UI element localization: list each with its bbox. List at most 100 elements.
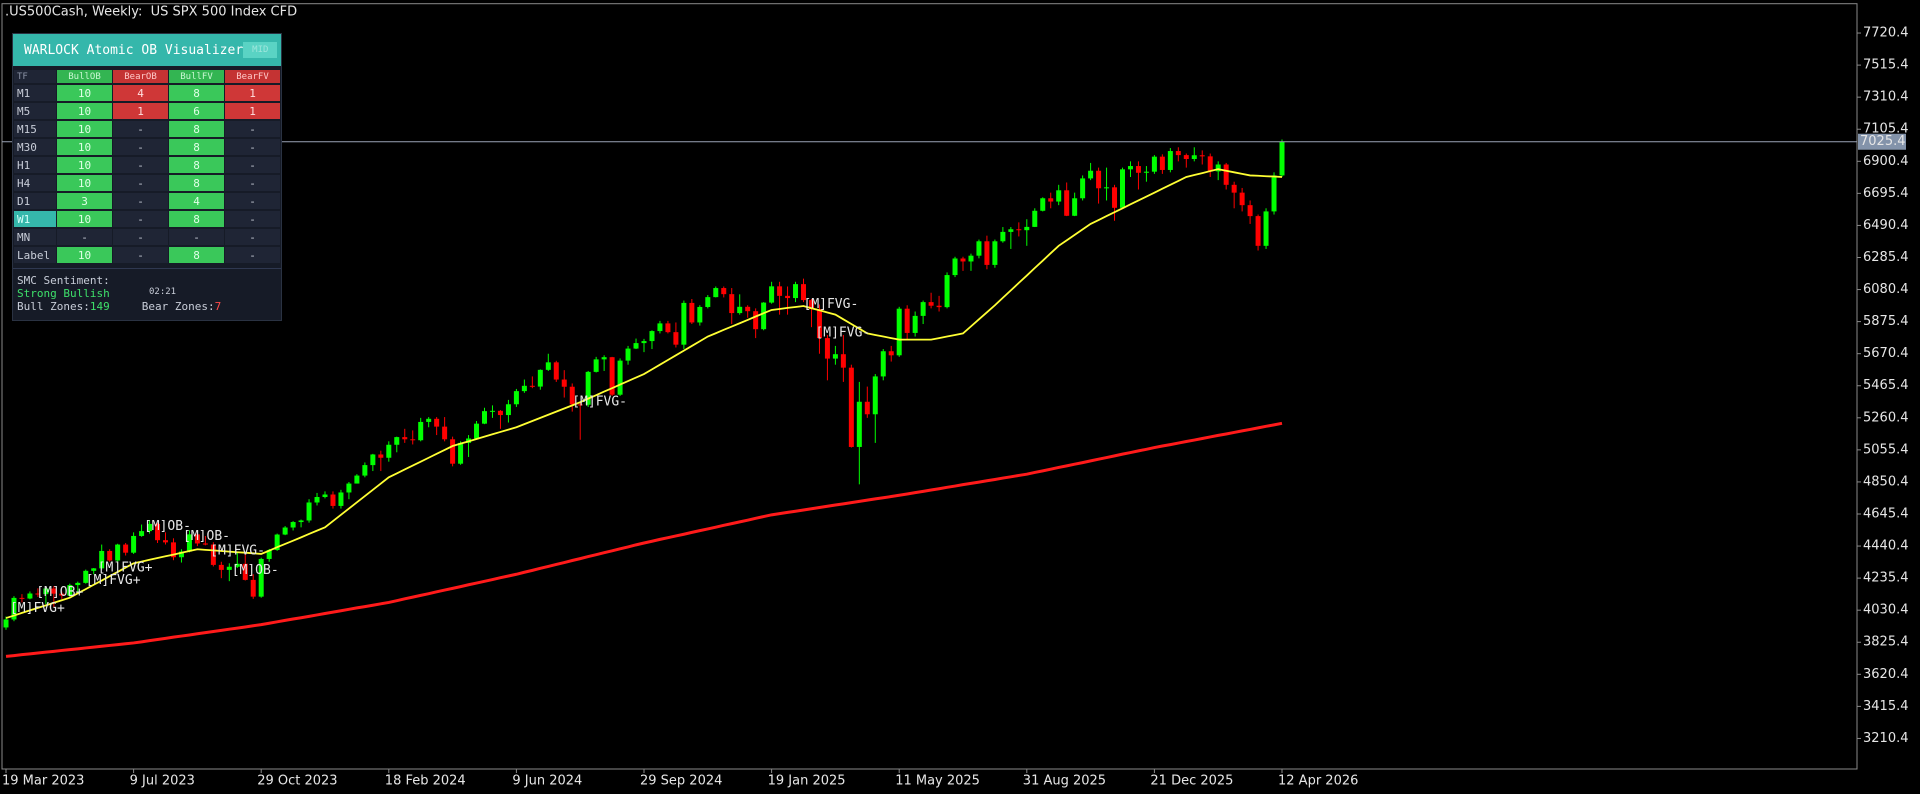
mode-button[interactable]: MID: [243, 42, 278, 58]
x-tick-label: 9 Jul 2023: [130, 774, 195, 789]
count-cell: -: [225, 211, 280, 227]
candle-body: [258, 558, 264, 597]
candle-body: [27, 593, 33, 599]
candle-body: [952, 258, 958, 276]
y-tick-label: 5260.4: [1863, 410, 1909, 425]
y-tick-label: 5670.4: [1863, 346, 1909, 361]
table-row: M5 10 1 6 1: [14, 103, 280, 119]
ma-line: [5, 168, 1283, 619]
candle-body: [1159, 156, 1165, 170]
ma-line: [5, 421, 1283, 658]
candle-body: [1048, 198, 1054, 202]
candle-body: [322, 494, 328, 498]
candle-body: [99, 550, 105, 569]
candle-body: [577, 404, 583, 406]
count-cell: 10: [57, 175, 112, 191]
candle-body: [1215, 164, 1221, 172]
candle-body: [115, 544, 121, 561]
candle-body: [936, 305, 942, 308]
y-tick-label: 6080.4: [1863, 282, 1909, 297]
candle-body: [19, 597, 25, 599]
candle-body: [769, 286, 775, 303]
candle-body: [1143, 171, 1149, 173]
count-cell: 8: [169, 211, 224, 227]
y-tick-label: 4645.4: [1863, 506, 1909, 521]
sentiment-label: SMC Sentiment:: [17, 274, 110, 287]
candle-body: [346, 483, 352, 493]
y-tick-label: 7105.4: [1863, 122, 1909, 137]
count-cell: -: [225, 229, 280, 245]
candle-body: [1127, 166, 1133, 170]
candle-body: [1231, 184, 1237, 193]
candle-body: [474, 423, 480, 439]
candle-body: [521, 385, 527, 392]
candle-body: [912, 315, 918, 333]
candle-body: [1223, 164, 1229, 185]
y-tick-label: 5055.4: [1863, 442, 1909, 457]
tf-cell: M15: [14, 121, 56, 137]
tf-cell: M5: [14, 103, 56, 119]
tf-cell: H1: [14, 157, 56, 173]
candle-body: [1096, 170, 1102, 189]
count-cell: 10: [57, 121, 112, 137]
candle-body: [713, 288, 719, 298]
candle-body: [721, 288, 727, 295]
candle-body: [218, 564, 224, 570]
candle-body: [992, 241, 998, 265]
count-cell: 8: [169, 247, 224, 263]
candle-body: [298, 520, 304, 523]
count-cell: -: [113, 121, 168, 137]
candle-body: [1279, 141, 1285, 176]
x-tick-label: 29 Sep 2024: [640, 774, 722, 789]
annotation: [M]FVG-: [210, 544, 265, 559]
candle-body: [410, 439, 416, 441]
candle-body: [649, 331, 655, 342]
candle-body: [155, 523, 161, 541]
panel-title: WARLOCK Atomic OB Visualizer: [24, 42, 244, 58]
candle-body: [880, 351, 886, 377]
candle-body: [1175, 151, 1181, 156]
candle-body: [178, 551, 184, 558]
y-tick-label: 4030.4: [1863, 603, 1909, 618]
candle-body: [139, 531, 145, 536]
candle-body: [753, 311, 759, 330]
candle-body: [801, 284, 806, 301]
count-cell: -: [225, 121, 280, 137]
candle-body: [1104, 187, 1110, 189]
candle-body: [242, 563, 248, 580]
tf-cell: MN: [14, 229, 56, 245]
table-header: TF BullOB BearOB BullFV BearFV: [14, 70, 280, 83]
candle-body: [378, 454, 384, 458]
count-cell: 8: [169, 121, 224, 137]
candle-body: [418, 421, 424, 441]
count-cell: -: [113, 175, 168, 191]
count-cell: 10: [57, 211, 112, 227]
candle-body: [1239, 192, 1245, 206]
table-row: W1 10-8-: [14, 211, 280, 227]
candle-body: [402, 437, 408, 440]
candle-body: [482, 411, 487, 424]
count-cell: -: [225, 247, 280, 263]
annotation: [M]OB-: [232, 563, 279, 578]
candle-body: [282, 527, 288, 535]
x-tick-label: 31 Aug 2025: [1023, 774, 1106, 789]
x-tick-label: 11 May 2025: [895, 774, 980, 789]
candle-body: [904, 308, 910, 333]
count-cell: 1: [225, 85, 280, 101]
candle-body: [1080, 178, 1086, 199]
candle-body: [290, 522, 296, 528]
bear-zones: 7: [214, 300, 222, 313]
chart-title: .US500Cash, Weekly: US SPX 500 Index CFD: [5, 5, 297, 20]
candle-body: [657, 323, 663, 332]
candle-body: [386, 444, 392, 458]
candle-body: [123, 544, 129, 553]
table-row: H1 10-8-: [14, 157, 280, 173]
candle-body: [872, 376, 878, 415]
candle-body: [250, 579, 256, 597]
time: 02:21: [149, 287, 177, 297]
candle-body: [1112, 187, 1118, 208]
count-cell: 10: [57, 85, 112, 101]
candle-body: [513, 391, 519, 405]
tf-cell: M1: [14, 85, 56, 101]
candle-body: [330, 494, 336, 506]
